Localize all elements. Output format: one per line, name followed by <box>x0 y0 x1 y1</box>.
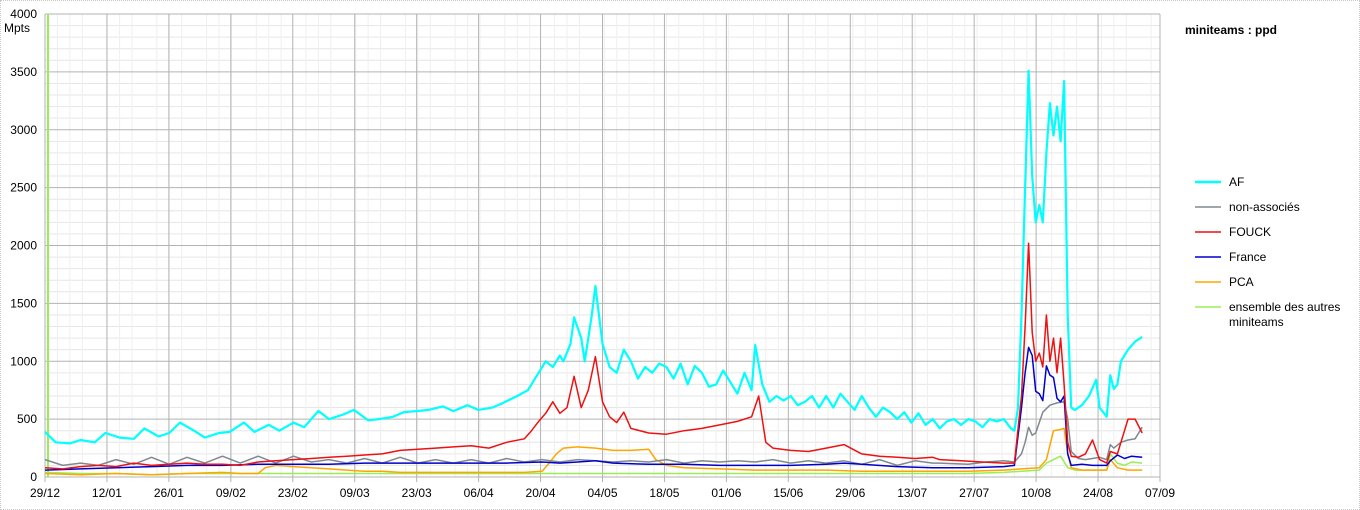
series-line-2 <box>44 242 1143 470</box>
x-tick-label: 23/02 <box>278 486 308 500</box>
x-tick-label: 13/07 <box>897 486 927 500</box>
y-tick-label: 500 <box>17 412 37 426</box>
legend-label: PCA <box>1229 275 1254 289</box>
x-tick-label: 12/01 <box>92 486 122 500</box>
x-tick-label: 20/04 <box>526 486 556 500</box>
legend-label: France <box>1229 250 1267 264</box>
x-tick-label: 29/12 <box>30 486 60 500</box>
x-tick-label: 15/06 <box>773 486 803 500</box>
y-tick-label: 2000 <box>10 239 37 253</box>
x-tick-label: 09/03 <box>340 486 370 500</box>
series-line-4 <box>44 427 1143 476</box>
y-tick-label: 1000 <box>10 354 37 368</box>
x-tick-label: 26/01 <box>154 486 184 500</box>
legend-label: FOUCK <box>1229 225 1271 239</box>
x-tick-label: 04/05 <box>587 486 617 500</box>
legend-label: ensemble des autres miniteams <box>1229 300 1340 329</box>
legend: AF non-associés FOUCK France PCA ensemble des… <box>1195 175 1340 329</box>
series-line-3 <box>44 346 1143 471</box>
x-tick-label: 09/02 <box>216 486 246 500</box>
y-tick-label: 2500 <box>10 181 37 195</box>
x-tick-label: 23/03 <box>402 486 432 500</box>
x-tick-label: 18/05 <box>649 486 679 500</box>
x-tick-label: 27/07 <box>959 486 989 500</box>
legend-label: non-associés <box>1229 200 1300 214</box>
x-tick-label: 24/08 <box>1083 486 1113 500</box>
x-tick-label: 07/09 <box>1145 486 1175 500</box>
series-line-0 <box>44 69 1143 445</box>
x-tick-label: 06/04 <box>464 486 494 500</box>
y-tick-label: 4000 <box>10 7 37 21</box>
grid <box>44 13 1161 478</box>
y-tick-label: 3500 <box>10 65 37 79</box>
x-tick-label: 10/08 <box>1021 486 1051 500</box>
x-tick-label: 01/06 <box>711 486 741 500</box>
x-tick-label: 29/06 <box>835 486 865 500</box>
series-lines <box>44 69 1143 476</box>
series-line-5 <box>44 453 1143 476</box>
y-tick-label: 3000 <box>10 123 37 137</box>
chart-title: miniteams : ppd <box>1185 23 1277 37</box>
legend-label: AF <box>1229 175 1244 189</box>
y-tick-label: 0 <box>30 470 37 484</box>
y-tick-label: 1500 <box>10 296 37 310</box>
y-axis-label: Mpts <box>4 21 30 35</box>
axes: 0 500 1000 1500 2000 2500 3000 3500 4000 29/12 12/… <box>10 7 1175 500</box>
